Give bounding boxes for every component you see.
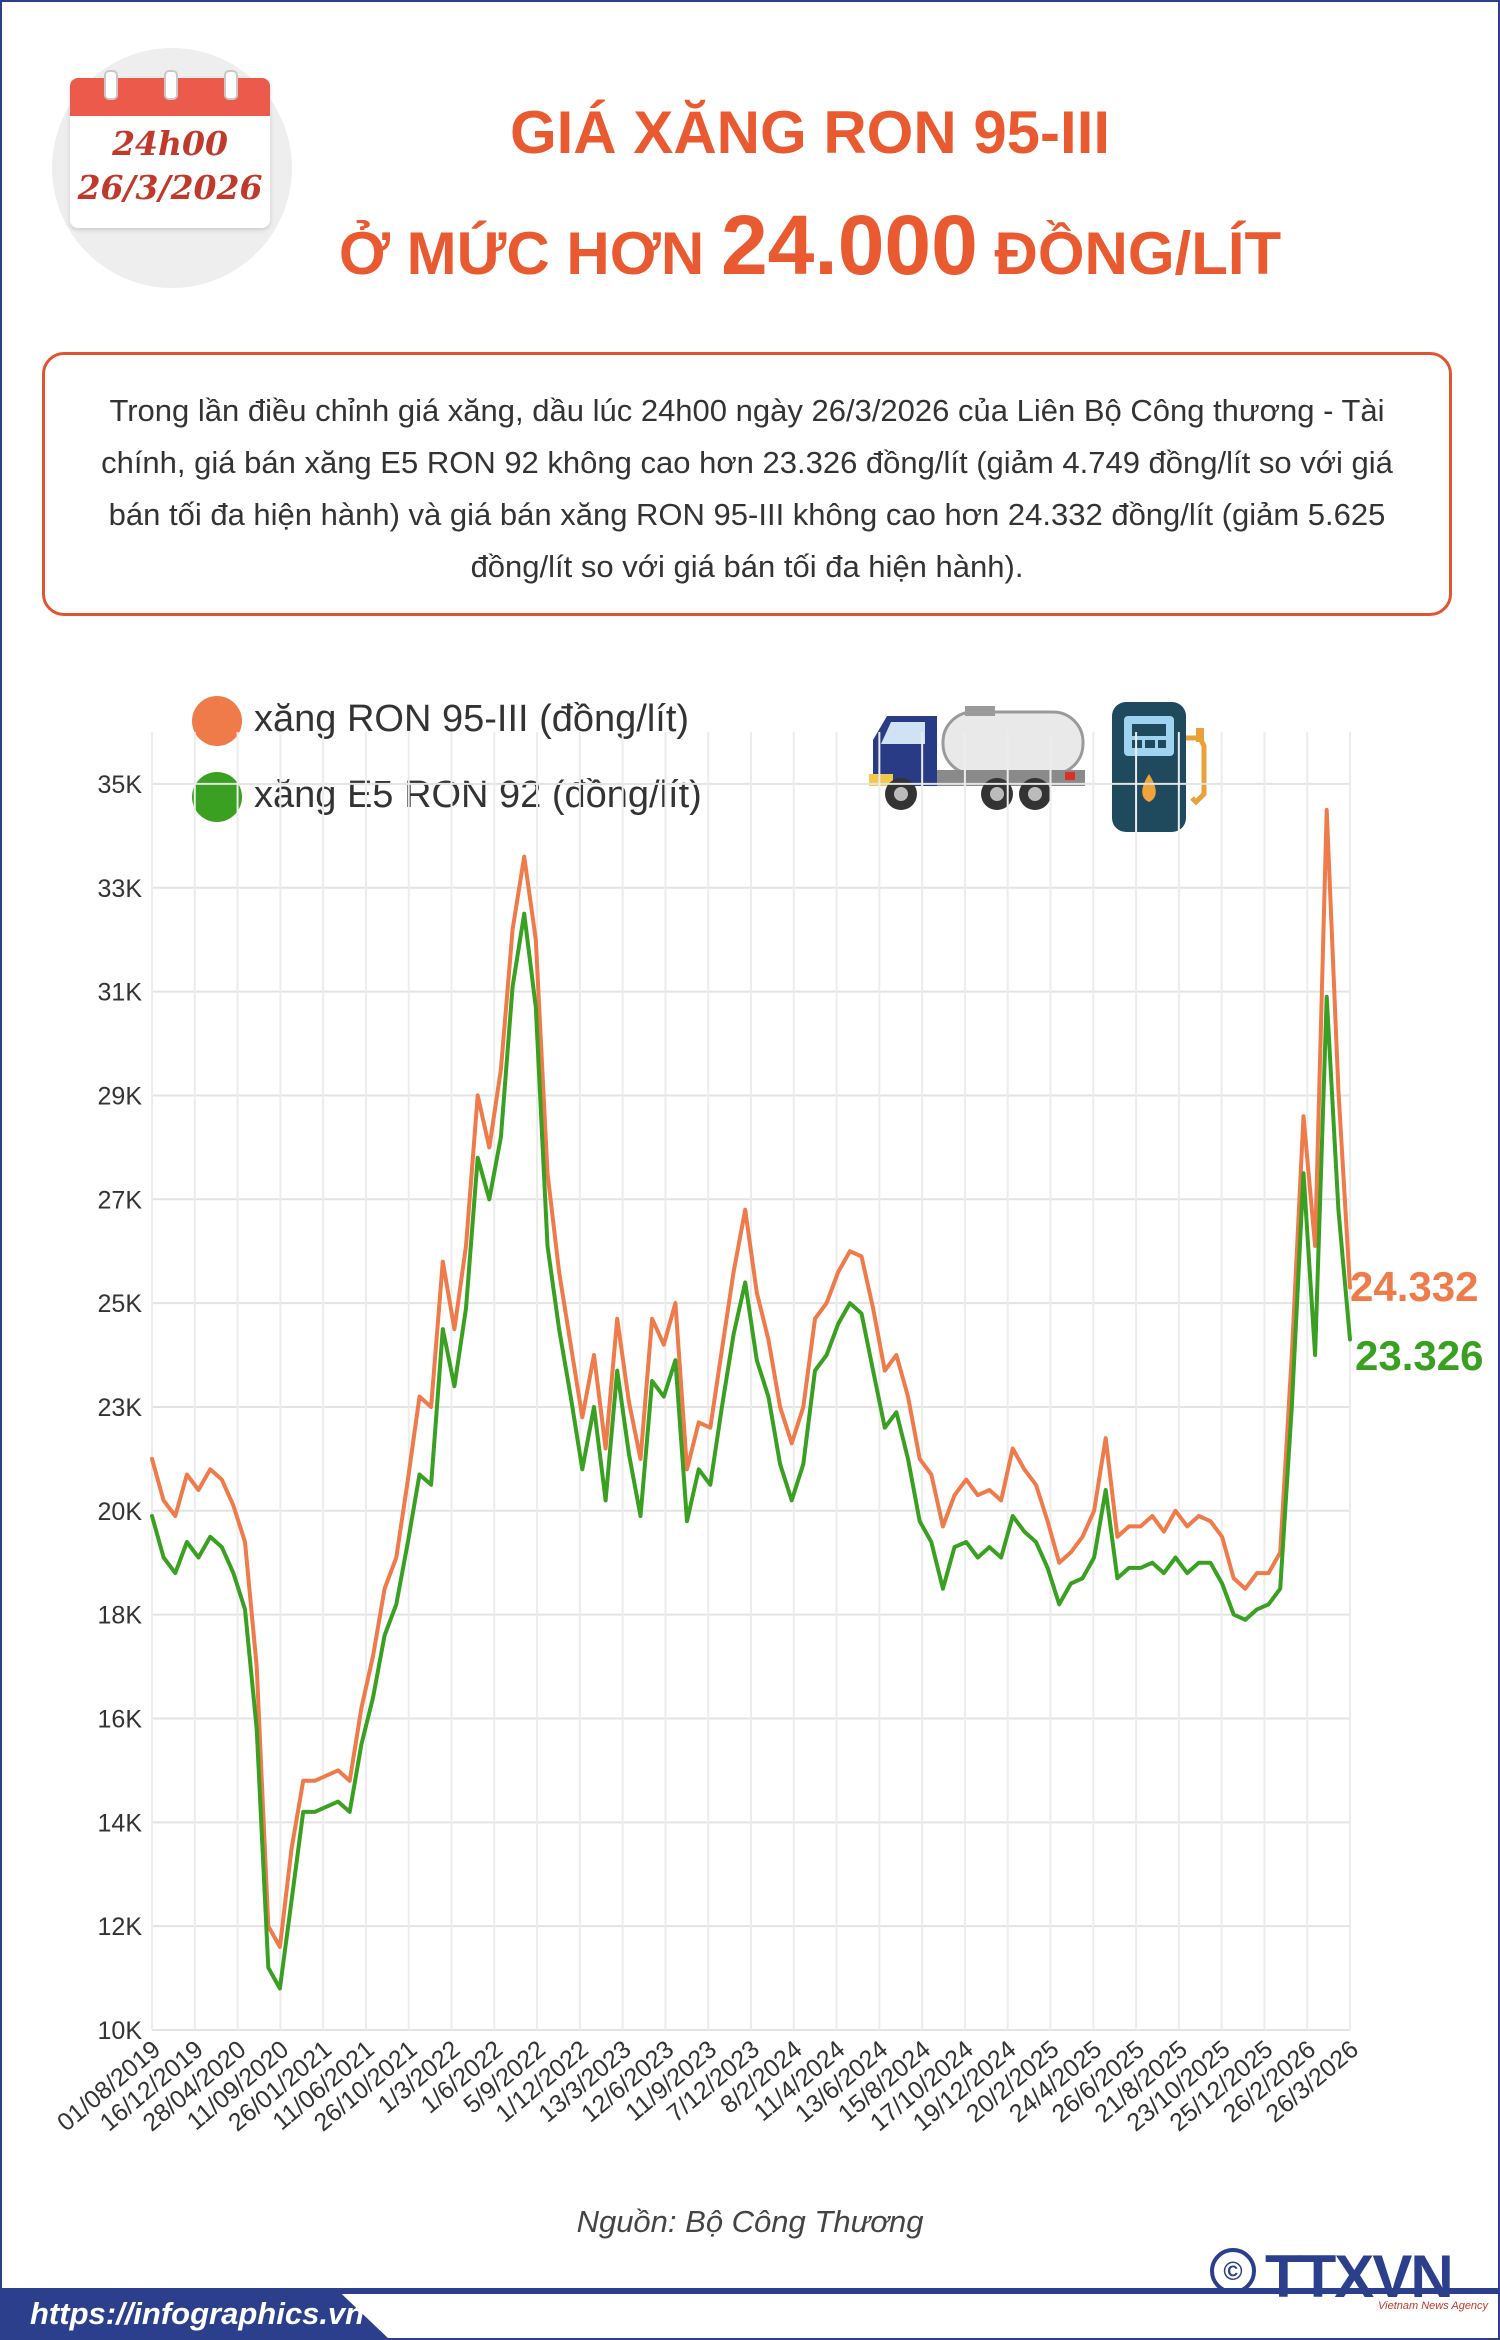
description-box: Trong lần điều chỉnh giá xăng, dầu lúc 2… — [42, 352, 1452, 616]
legend-swatch-e5 — [192, 772, 242, 822]
footer-url-link[interactable]: https://infographics.vn — [30, 2296, 365, 2331]
fuel-truck-icon — [869, 706, 1085, 810]
y-tick-label: 16K — [98, 1705, 143, 1733]
title-line-2: Ở MỨC HƠN 24.000 ĐỒNG/LÍT — [300, 203, 1320, 294]
legend-label-ron95: xăng RON 95-III (đồng/lít) — [254, 698, 690, 740]
calendar-ring — [164, 70, 178, 100]
y-tick-label: 14K — [98, 1809, 143, 1837]
series-line-ron95 — [150, 807, 1352, 1949]
ttxvn-logo: TTXVN — [1265, 2243, 1454, 2310]
y-tick-label: 10K — [98, 2017, 143, 2045]
calendar-date: 26/3/2026 — [77, 168, 263, 207]
footer-url-bar — [0, 2288, 390, 2340]
y-tick-label: 18K — [98, 1602, 143, 1630]
y-tick-label: 23K — [98, 1394, 143, 1422]
ttxvn-logo-subtitle: Vietnam News Agency — [1378, 2300, 1489, 2312]
end-label-e5: 23.326 — [1355, 1332, 1484, 1379]
calendar-time: 24h00 — [112, 124, 228, 163]
title-number: 24.000 — [720, 198, 978, 292]
calendar-ring — [224, 70, 238, 100]
source-note: Nguồn: Bộ Công Thương — [576, 2204, 924, 2239]
y-tick-label: 20K — [98, 1498, 143, 1526]
calendar-icon: 24h00 26/3/2026 — [70, 78, 270, 228]
legend-label-e5: xăng E5 RON 92 (đồng/lít) — [254, 774, 702, 816]
y-tick-label: 27K — [98, 1186, 143, 1214]
y-tick-label: 29K — [98, 1082, 143, 1110]
y-tick-label: 33K — [98, 875, 143, 903]
end-label-ron95: 24.332 — [1350, 1263, 1479, 1310]
legend-swatch-ron95 — [192, 696, 242, 746]
calendar-ring — [104, 70, 118, 100]
y-tick-label: 31K — [98, 979, 143, 1007]
y-tick-label: 25K — [98, 1290, 143, 1318]
series-line-e5 — [150, 911, 1352, 1991]
title-line-1: GIÁ XĂNG RON 95-III — [509, 99, 1111, 166]
title-suffix: ĐỒNG/LÍT — [994, 220, 1282, 287]
y-tick-label: 12K — [98, 1913, 143, 1941]
y-tick-label: 35K — [98, 771, 143, 799]
title-prefix: Ở MỨC HƠN — [338, 220, 705, 287]
footer-rule — [0, 2288, 1500, 2294]
price-line-chart: 10K12K14K16K18K20K23K25K27K29K31K33K35K … — [52, 732, 1364, 2137]
